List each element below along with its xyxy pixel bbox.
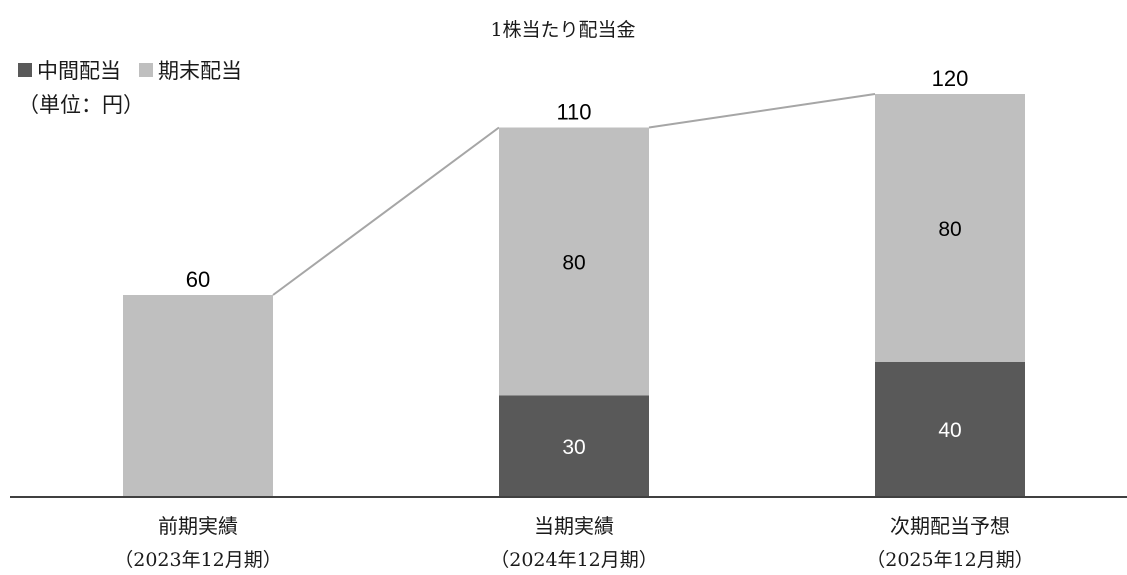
bar-2-series-1 <box>875 94 1025 362</box>
category-sublabel-1: （2024年12月期） <box>490 549 658 571</box>
category-label-1: 当期実績 <box>534 514 614 538</box>
category-sublabel-2: （2025年12月期） <box>866 549 1034 571</box>
connector-lines <box>272 93 876 296</box>
legend-swatch-1 <box>139 63 153 77</box>
segment-labels: 30 80 40 80 <box>562 218 961 459</box>
legend-swatch-0 <box>18 63 32 77</box>
category-label-2: 次期配当予想 <box>890 514 1010 538</box>
bar-2-series-0 <box>875 362 1025 496</box>
bar-0-series-1 <box>123 295 273 496</box>
bar-1-series-0 <box>499 395 649 496</box>
legend-label-0: 中間配当 <box>37 59 121 83</box>
segment-label-2-1: 80 <box>938 218 961 241</box>
category-labels: 前期実績 （2023年12月期） 当期実績 （2024年12月期） 次期配当予想 （202… <box>114 514 1034 571</box>
bars <box>123 94 1025 496</box>
legend-label-1: 期末配当 <box>158 59 242 83</box>
category-label-0: 前期実績 <box>158 514 238 538</box>
total-label-2: 120 <box>932 66 969 91</box>
total-label-1: 110 <box>556 100 591 125</box>
connector-line-1 <box>648 93 876 129</box>
segment-label-1-0: 30 <box>562 436 585 459</box>
bar-1-series-1 <box>499 127 649 396</box>
unit-label: （単位：円） <box>18 93 144 117</box>
total-label-0: 60 <box>186 267 210 292</box>
connector-line-0 <box>272 126 500 296</box>
category-sublabel-0: （2023年12月期） <box>114 549 282 571</box>
segment-label-1-1: 80 <box>562 252 585 275</box>
total-labels: 60 110 120 <box>186 66 969 292</box>
legend: 中間配当 期末配当 <box>18 59 242 83</box>
chart-title: 1株当たり配当金 <box>490 19 635 41</box>
segment-label-2-0: 40 <box>938 419 961 442</box>
